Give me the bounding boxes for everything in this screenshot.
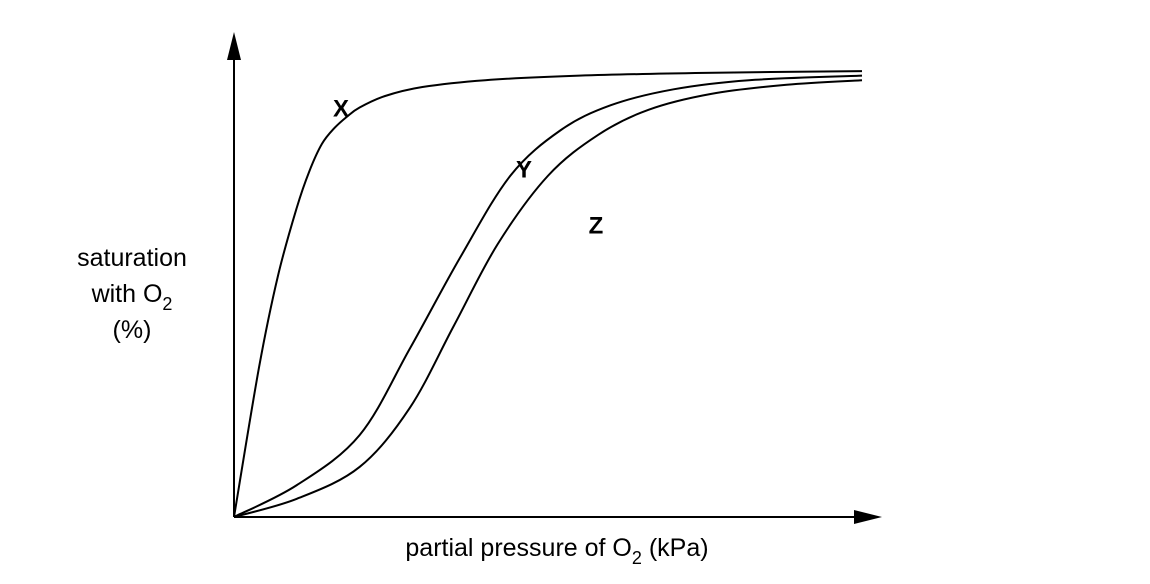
- y-axis-label-line3: (%): [113, 316, 152, 344]
- y-axis-arrowhead: [227, 32, 241, 60]
- x-axis-arrowhead: [854, 510, 882, 524]
- curve-x: [233, 70, 863, 518]
- y-axis-label-main: with O: [91, 280, 163, 308]
- x-axis-label-subscript: 2: [632, 548, 642, 568]
- y-axis-label-line2: with O2: [91, 280, 173, 314]
- x-axis-label-main: partial pressure of O: [405, 534, 632, 562]
- curve-label-z: Z: [589, 212, 604, 239]
- curve-labels: X Y Z: [333, 95, 603, 239]
- x-axis-label: partial pressure of O2 (kPa): [405, 534, 708, 568]
- curve-label-y: Y: [516, 156, 532, 183]
- x-axis-label-tail: (kPa): [642, 534, 709, 562]
- y-axis-label-subscript: 2: [162, 294, 172, 314]
- axes: [227, 32, 882, 524]
- curves: [233, 70, 863, 518]
- curve-y: [233, 74, 863, 518]
- y-axis-label-line1: saturation: [77, 244, 187, 272]
- curve-label-x: X: [333, 95, 349, 122]
- curve-z: [233, 79, 863, 518]
